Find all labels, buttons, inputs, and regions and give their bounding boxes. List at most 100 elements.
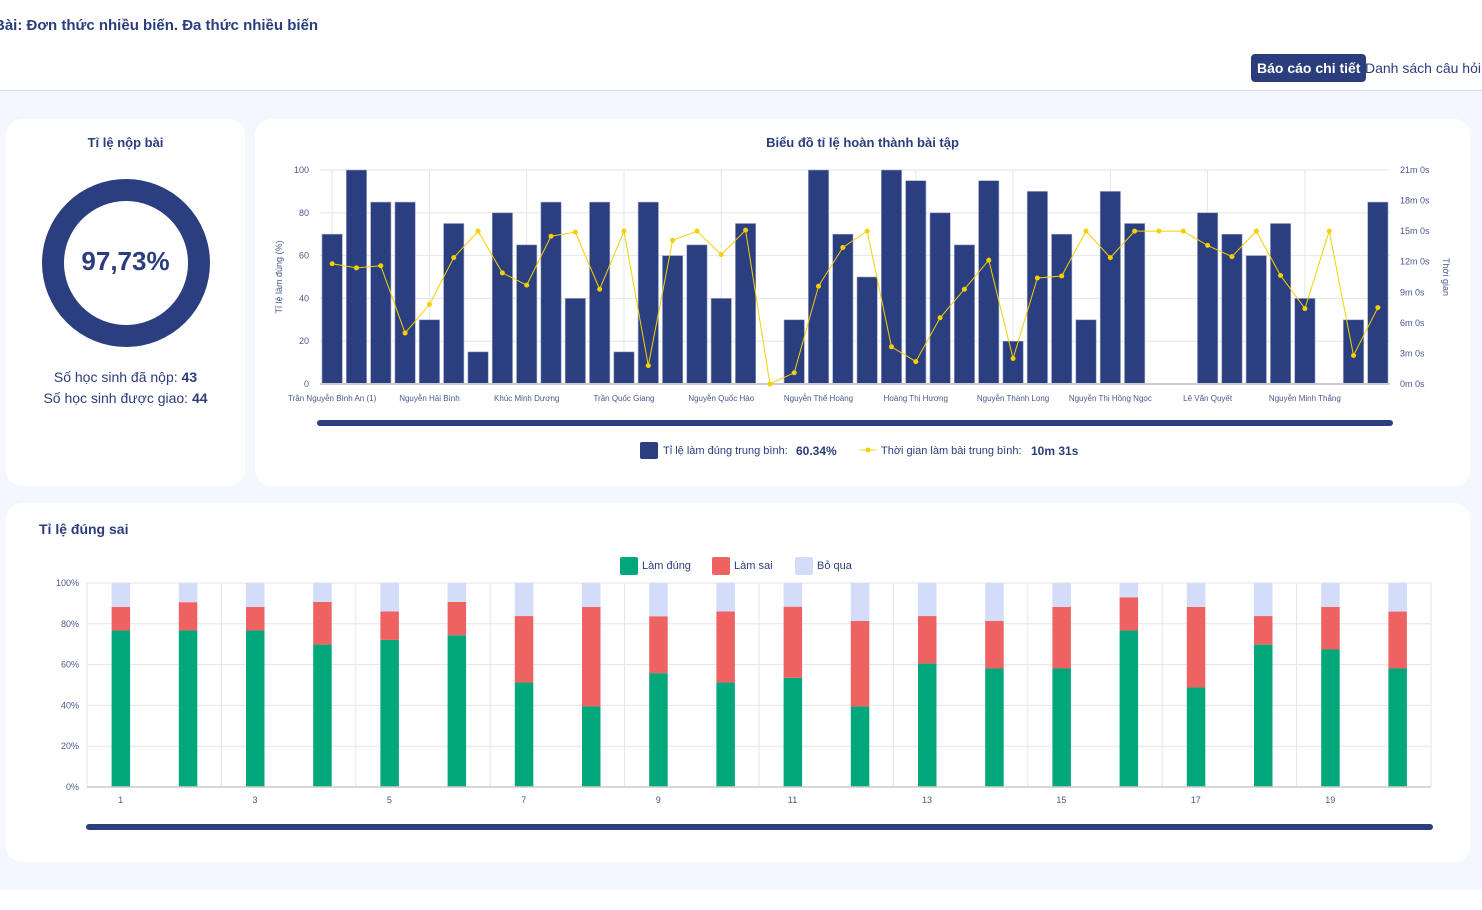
bar xyxy=(686,244,708,385)
stacked-bar-segment xyxy=(111,630,131,787)
bar xyxy=(1124,223,1146,385)
stacked-bar-segment xyxy=(850,706,870,787)
bar xyxy=(1270,223,1292,385)
donut-ring xyxy=(42,179,210,347)
bar xyxy=(1002,340,1024,385)
time-point xyxy=(1083,228,1089,234)
x-tick-label: 17 xyxy=(1191,795,1201,805)
bar xyxy=(491,212,513,385)
time-point xyxy=(888,344,894,350)
stacked-bar-segment xyxy=(246,606,265,631)
time-point xyxy=(791,370,797,376)
bar xyxy=(321,233,343,385)
bar xyxy=(735,223,757,385)
y2-tick-label: 18m 0s xyxy=(1400,196,1430,206)
stacked-bar-segment xyxy=(313,583,332,602)
stacked-bar-segment xyxy=(178,630,198,787)
submitted-count: Số học sinh đã nộp: 43 xyxy=(6,369,245,385)
stacked-bar-segment xyxy=(447,635,467,787)
assigned-label: Số học sinh được giao: xyxy=(43,390,189,406)
stacked-bar-segment xyxy=(246,630,265,787)
stacked-bar-segment xyxy=(514,682,534,787)
stacked-bar-segment xyxy=(447,583,467,602)
x-tick-label: Khúc Minh Dương xyxy=(494,394,559,403)
bar xyxy=(832,233,854,385)
time-line xyxy=(332,229,1379,385)
submission-rate-card: Tỉ lệ nộp bài 97,73% Số học sinh đã nộp:… xyxy=(6,119,245,486)
stacked-bar-segment xyxy=(178,602,198,631)
time-point xyxy=(475,228,481,234)
stacked-bar-segment xyxy=(1388,668,1407,787)
submission-percent: 97,73% xyxy=(81,246,170,276)
x-tick-label: Nguyễn Thành Long xyxy=(977,394,1049,403)
legend-label: Làm sai xyxy=(734,560,773,572)
time-point xyxy=(1059,273,1065,279)
completion-chart: 0 20 40 60 80 100 0m 0s 3m 0s 6m 0s 9m 0s 12m 0s 15… xyxy=(274,165,1451,459)
assigned-count: Số học sinh được giao: 44 xyxy=(6,390,245,406)
stacked-bar-segment xyxy=(582,606,601,707)
time-point xyxy=(645,363,651,369)
bar xyxy=(370,201,392,385)
stacked-bar-segment xyxy=(783,677,803,787)
legend-line-label: Thời gian làm bài trung bình: xyxy=(881,445,1022,457)
time-point xyxy=(1180,228,1186,234)
time-point xyxy=(1229,254,1235,260)
stacked-bar-segment xyxy=(380,582,399,612)
stacked-bar-segment xyxy=(380,611,399,640)
tab-question-list[interactable]: Danh sách câu hỏi xyxy=(1365,60,1481,76)
x-tick-label: 13 xyxy=(922,795,932,805)
y2-tick-label: 0m 0s xyxy=(1400,379,1425,389)
stacked-bar-segment xyxy=(783,583,803,607)
time-point xyxy=(426,302,432,308)
bar xyxy=(394,201,416,385)
completion-chart-title: Biểu đồ tỉ lệ hoàn thành bài tập xyxy=(766,135,959,150)
legend-line-value: 10m 31s xyxy=(1031,444,1079,458)
stacked-bar-segment xyxy=(514,582,534,617)
stacked-bar-segment xyxy=(178,583,198,603)
stacked-bar-segment xyxy=(716,682,735,787)
time-point xyxy=(840,244,846,250)
y2-tick-label: 12m 0s xyxy=(1400,257,1430,267)
page-header: Bài: Đơn thức nhiều biến. Đa thức nhiều … xyxy=(0,0,1482,91)
time-point xyxy=(329,261,335,267)
bar xyxy=(710,298,732,385)
stacked-bar-segment xyxy=(649,583,668,617)
bar xyxy=(953,244,975,385)
stacked-bar-segment xyxy=(850,583,870,621)
time-point xyxy=(718,252,724,258)
scrollbar[interactable] xyxy=(86,824,1433,830)
time-point xyxy=(864,228,870,234)
stacked-bar-segment xyxy=(514,616,534,683)
time-point xyxy=(402,330,408,336)
bar xyxy=(346,169,367,385)
stacked-bar-segment xyxy=(716,611,735,683)
x-tick-label: Trần Quốc Giang xyxy=(593,394,654,403)
stacked-bar-segment xyxy=(313,601,332,645)
y-tick-label: 100 xyxy=(294,165,309,175)
time-point xyxy=(937,315,943,321)
bar xyxy=(929,212,951,385)
time-point xyxy=(524,282,530,288)
stacked-bar-segment xyxy=(783,606,803,678)
stacked-bar-segment xyxy=(1254,644,1273,787)
time-point xyxy=(1156,228,1162,234)
tab-detailed-report[interactable]: Báo cáo chi tiết xyxy=(1251,54,1367,82)
stacked-bar-segment xyxy=(1052,583,1071,607)
y2-tick-label: 9m 0s xyxy=(1400,287,1425,297)
bar xyxy=(1343,319,1364,385)
legend-swatch xyxy=(795,557,813,575)
stacked-bar-segment xyxy=(1186,606,1206,688)
bar xyxy=(418,319,440,385)
bar xyxy=(808,169,829,385)
assigned-value: 44 xyxy=(191,390,208,406)
time-point xyxy=(353,265,359,271)
stacked-bar-segment xyxy=(985,620,1004,669)
bar xyxy=(1245,255,1267,385)
bar xyxy=(637,201,659,385)
stacked-bar-segment xyxy=(1119,630,1139,787)
y2-tick-label: 3m 0s xyxy=(1400,348,1425,358)
scrollbar[interactable] xyxy=(317,420,1393,426)
time-point xyxy=(767,381,773,387)
y-tick-label: 40% xyxy=(61,700,79,710)
